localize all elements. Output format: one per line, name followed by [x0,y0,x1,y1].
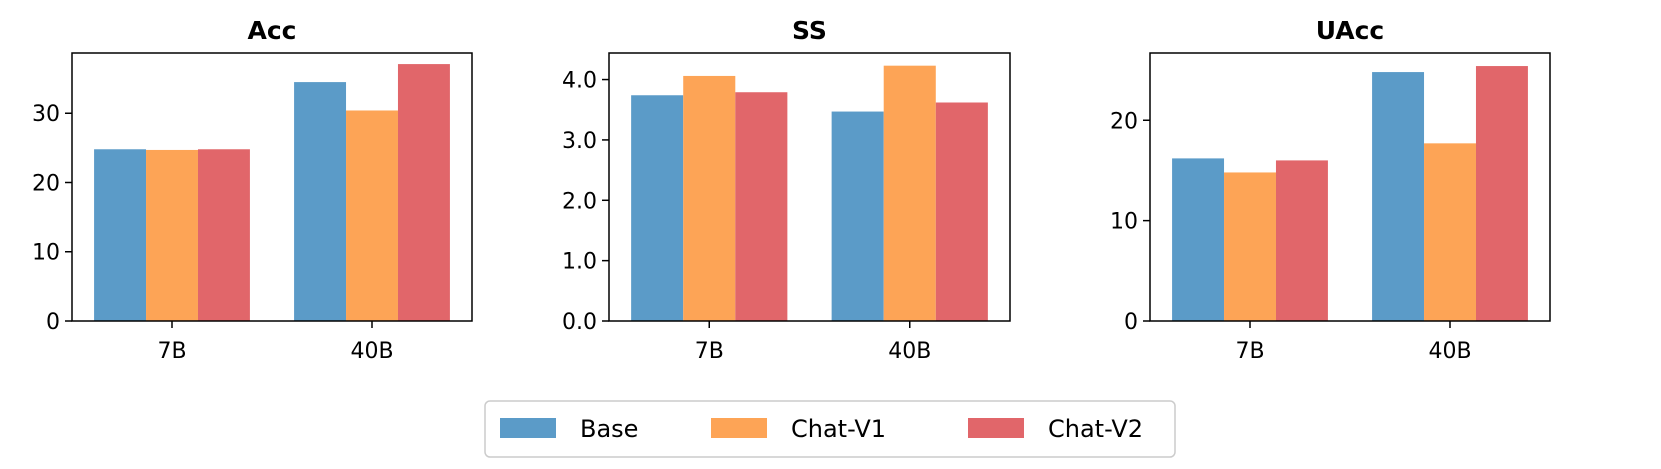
legend-swatch-base [500,418,556,438]
bar-acc-7b-chat-v2 [197,149,250,321]
y-tick-label: 2.0 [562,189,597,214]
chart-panel-acc: 7B 40B 0 10 20 30 Acc [32,16,473,364]
bar-uacc-40b-chat-v1 [1424,143,1476,321]
y-tick-label: 1.0 [562,250,597,275]
chart-title: UAcc [1316,16,1385,45]
x-tick-label: 40B [1428,339,1471,364]
legend-frame [484,400,1176,458]
chart-panel-uacc: 7B 40B 0 10 20 UAcc [1110,16,1551,364]
y-tick-label: 0 [1124,310,1138,335]
bar-uacc-40b-base [1372,72,1425,321]
bar-ss-7b-base [631,95,684,321]
bar-uacc-7b-base [1172,158,1225,321]
legend-label-chat-v2: Chat-V2 [1048,415,1143,443]
legend-label-chat-v1: Chat-V1 [791,415,886,443]
bar-acc-7b-chat-v1 [146,149,198,321]
y-tick-label: 20 [1110,109,1138,134]
x-tick-label: 40B [350,339,393,364]
axes-frame [1149,52,1551,322]
x-tick-label: 7B [157,339,186,364]
bar-uacc-40b-chat-v2 [1475,66,1528,321]
x-tick-label: 7B [1235,339,1264,364]
bar-ss-7b-chat-v2 [735,92,788,321]
bar-ss-40b-base [831,111,884,321]
bar-ss-40b-chat-v1 [883,65,936,322]
x-tick-label: 7B [695,339,724,364]
x-tick-label: 40B [888,339,931,364]
y-tick-label: 10 [1110,210,1138,235]
chart-title: SS [792,16,827,45]
bar-ss-7b-chat-v1 [683,75,736,321]
bar-uacc-7b-chat-v1 [1224,172,1276,321]
bar-acc-40b-chat-v2 [397,64,450,321]
chart-panels: 7B 40B 0 10 20 30 Acc 7B 40B 0.0 1.0 2.0 3.0 4.0 SS 7B 4… [32,16,1551,364]
legend: Base Chat-V1 Chat-V2 [484,400,1176,458]
axes-frame [71,52,473,322]
y-tick-label: 10 [32,241,60,266]
bar-ss-40b-chat-v2 [935,102,988,321]
bar-acc-40b-base [294,82,347,321]
axes-frame [608,52,1011,322]
bar-acc-40b-chat-v1 [346,110,398,321]
y-tick-label: 0.0 [562,310,597,335]
chart-panel-ss: 7B 40B 0.0 1.0 2.0 3.0 4.0 SS [562,16,1011,364]
y-tick-label: 20 [32,171,60,196]
y-tick-label: 4.0 [562,69,597,94]
chart-title: Acc [248,16,297,45]
y-tick-label: 0 [46,310,60,335]
legend-swatch-chat-v2 [968,418,1024,438]
bar-acc-7b-base [94,149,147,321]
y-tick-label: 3.0 [562,129,597,154]
bar-uacc-7b-chat-v2 [1275,160,1328,321]
legend-label-base: Base [580,415,638,443]
y-tick-label: 30 [32,102,60,127]
legend-swatch-chat-v1 [711,418,767,438]
